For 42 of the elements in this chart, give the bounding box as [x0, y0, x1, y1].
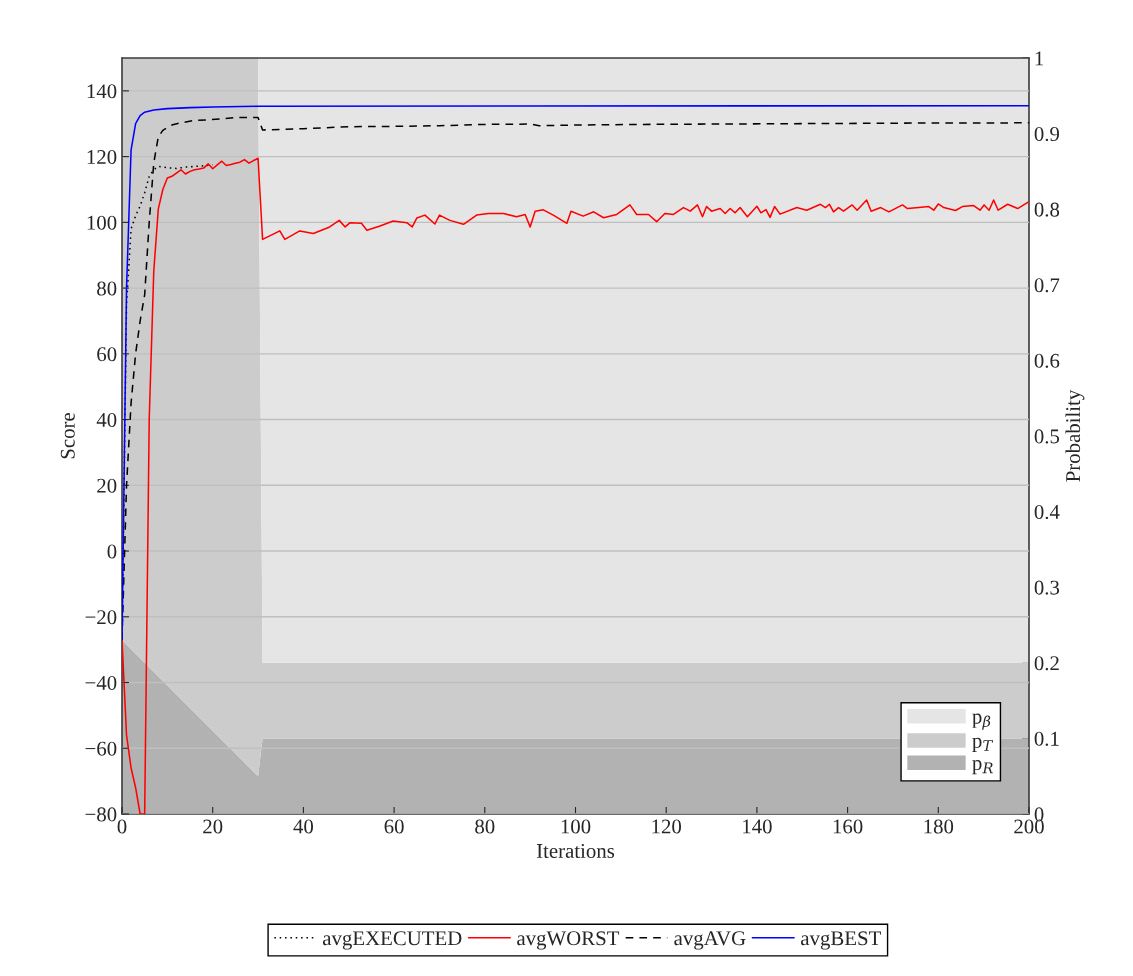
y2-tick-label: 0.9	[1034, 126, 1060, 142]
y2-tick-label: 0.4	[1034, 504, 1060, 520]
legend-label: avgWORST	[517, 931, 620, 950]
legend-label: avgAVG	[674, 931, 746, 950]
y2-tick-label: 0.8	[1034, 202, 1060, 217]
y-tick-label: 60	[97, 347, 117, 362]
x-tick-label: 80	[475, 819, 495, 834]
x-axis-title: Iterations	[536, 843, 615, 858]
legend-label: avgEXECUTED	[322, 931, 462, 950]
y-tick-label: 80	[97, 281, 117, 296]
y2-axis-title: Probability	[1065, 389, 1085, 482]
y-tick-label: −80	[85, 807, 117, 822]
x-tick-label: 160	[833, 819, 863, 834]
x-tick-label: 40	[293, 819, 314, 834]
y-axis-title: Score	[60, 413, 75, 459]
x-tick-label: 60	[384, 819, 404, 834]
y2-tick-label: 0.1	[1034, 731, 1059, 746]
legend-label: avgBEST	[801, 931, 881, 950]
x-tick-label: 0	[117, 819, 127, 834]
y-tick-label: 100	[87, 215, 117, 230]
y-tick-label: 40	[96, 412, 117, 427]
y-tick-label: −60	[85, 741, 117, 756]
y-tick-label: −40	[85, 675, 117, 690]
y-tick-label: 20	[97, 478, 117, 493]
legend-label: p$_{T}$	[972, 737, 994, 753]
legend-label: p$_{β}$	[972, 713, 991, 730]
y-tick-label: −20	[85, 610, 117, 625]
y-tick-label: 140	[87, 84, 117, 99]
y-tick-label: 120	[87, 149, 117, 165]
y2-tick-label: 0.6	[1034, 353, 1060, 368]
x-tick-label: 20	[203, 819, 223, 834]
x-tick-label: 100	[561, 819, 591, 834]
y2-tick-label: 0.3	[1034, 580, 1060, 595]
y2-tick-label: 0.5	[1034, 429, 1060, 444]
x-tick-label: 120	[652, 819, 682, 834]
y2-tick-label: 0.7	[1034, 278, 1060, 293]
x-tick-label: 140	[743, 819, 772, 834]
y2-tick-label: 0.2	[1034, 656, 1059, 671]
y2-tick-label: 1	[1035, 51, 1044, 66]
y-tick-label: 0	[107, 544, 117, 559]
legend-label: p$_{R}$	[972, 760, 993, 775]
x-tick-label: 180	[924, 819, 954, 834]
